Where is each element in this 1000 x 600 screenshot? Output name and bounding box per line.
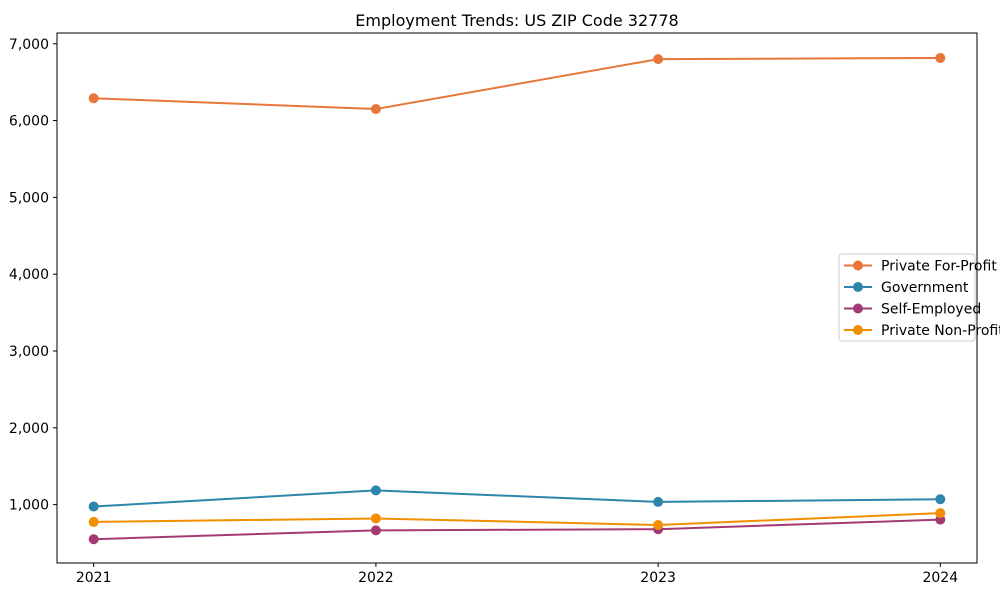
legend-label: Government: [881, 280, 969, 296]
legend-box: [838, 253, 976, 342]
series-line: [93, 489, 941, 508]
legend-label: Private For-Profit: [881, 259, 997, 275]
y-tick-label: 5,000: [9, 190, 49, 206]
data-series: [88, 52, 946, 545]
legend-marker-icon: [853, 282, 863, 292]
data-point-marker: [370, 513, 381, 524]
data-point-marker: [935, 494, 946, 505]
y-tick-label: 4,000: [9, 267, 49, 283]
legend-entry: Government: [844, 280, 969, 296]
x-tick-label: 2022: [358, 570, 394, 586]
legend-entry: Private For-Profit: [844, 259, 997, 275]
series-line: [93, 518, 941, 541]
x-tick-label: 2021: [76, 570, 112, 586]
legend: Private For-Profit Government Self-Employe…: [838, 253, 1000, 342]
data-point-marker: [88, 534, 99, 545]
y-tick-label: 6,000: [9, 114, 49, 130]
data-point-marker: [935, 52, 946, 63]
y-tick-label: 1,000: [9, 498, 49, 514]
data-point-marker: [88, 516, 99, 527]
legend-label: Self-Employed: [881, 302, 981, 318]
y-tick-label: 2,000: [9, 421, 49, 437]
data-point-marker: [370, 525, 381, 536]
data-point-marker: [88, 93, 99, 104]
legend-marker-icon: [853, 325, 863, 335]
y-tick-label: 7,000: [9, 37, 49, 53]
data-point-marker: [653, 519, 664, 530]
plot-area: [56, 32, 978, 564]
x-tick-label: 2023: [640, 570, 676, 586]
legend-label: Private Non-Profit: [881, 323, 1000, 339]
series-line: [93, 512, 941, 526]
y-tick-label: 3,000: [9, 344, 49, 360]
data-point-marker: [653, 496, 664, 507]
legend-marker-icon: [853, 260, 863, 271]
legend-entry: Self-Employed: [844, 302, 981, 318]
data-point-marker: [88, 501, 99, 512]
series-line: [93, 56, 941, 111]
legend-entry: Private Non-Profit: [844, 323, 1000, 339]
x-axis: 2021 2022 2023 2024: [76, 563, 958, 586]
legend-marker-icon: [853, 303, 863, 314]
data-point-marker: [370, 104, 381, 115]
data-point-marker: [370, 485, 381, 496]
x-tick-label: 2024: [922, 570, 958, 586]
y-axis: 1,000 2,000 3,000 4,000 5,000 6,000 7,000: [9, 37, 57, 514]
chart-title: Employment Trends: US ZIP Code 32778: [355, 11, 678, 30]
data-point-marker: [935, 508, 946, 519]
plot-frame: [56, 32, 978, 564]
data-point-marker: [653, 54, 664, 65]
